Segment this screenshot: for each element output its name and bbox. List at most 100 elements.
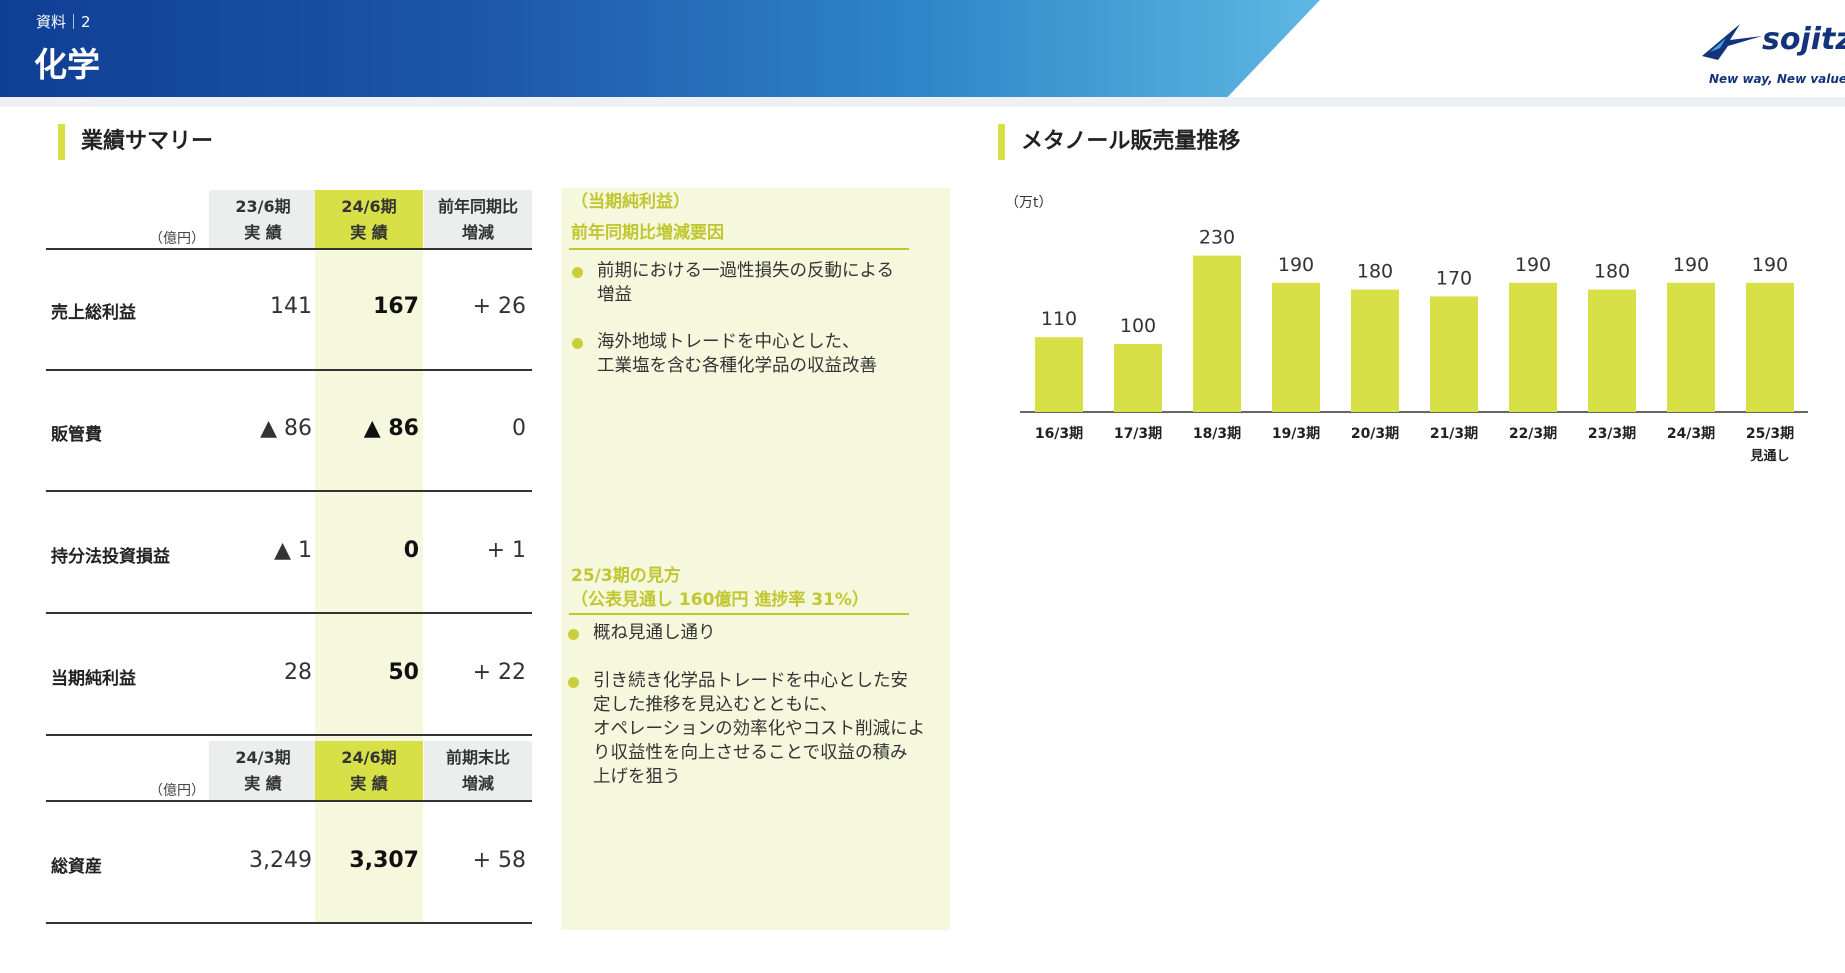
factors-bullet-2-1: 概ね見通し通り [593,623,716,643]
bullet-dot-icon [572,267,583,278]
bar-22/3期 [1509,282,1557,412]
bar-20/3期 [1351,289,1399,412]
gross-profit-prev: 141 [270,294,312,319]
total-assets-prev: 3,249 [249,848,312,873]
table1-header-prev: 23/6期 実 績 [209,190,317,250]
table2-header-curr: 24/6期 実 績 [315,741,423,801]
x-tick-label: 17/3期 [1114,426,1162,442]
factors-bullet-2-2: 引き続き化学品トレードを中心とした安 定した推移を見込むとともに、 オペレーショ… [593,671,926,787]
breadcrumb: 資料｜2 [36,13,91,31]
bar-value-label: 190 [1752,254,1788,276]
table1-header-prev-type: 実 績 [244,223,282,242]
x-tick-label: 24/3期 [1667,426,1715,442]
bar-value-label: 190 [1673,254,1709,276]
x-tick-label: 20/3期 [1351,426,1399,442]
bar-17/3期 [1114,344,1162,412]
x-tick-label: 16/3期 [1035,426,1083,442]
bar-23/3期 [1588,289,1636,412]
net-income-prev: 28 [284,660,312,685]
row-label-total-assets: 総資産 [51,857,102,877]
x-tick-label: 23/3期 [1588,426,1636,442]
net-income-diff: + 22 [472,660,526,685]
gross-profit-curr: 167 [373,294,419,319]
bar-value-label: 230 [1199,227,1235,249]
header-divider [0,97,1845,107]
table2-header-prev-type: 実 績 [244,774,282,793]
table1-header-prev-period: 23/6期 [235,197,291,216]
factors-title-2-line1: 25/3期の見方 [571,566,681,586]
factors-title-1-line1: （当期純利益） [571,192,690,212]
factors-panel [561,188,950,930]
summary-section-title: 業績サマリー [58,124,213,160]
x-tick-sublabel: 見通し [1749,448,1789,464]
gross-profit-diff: + 26 [472,294,526,319]
table1-header-curr-type: 実 績 [350,223,388,242]
company-logo: sojitz New way, New value [1700,18,1845,90]
factors-title-1-underline [569,248,909,250]
bar-value-label: 170 [1436,267,1472,289]
total-assets-curr: 3,307 [349,848,419,873]
bar-value-label: 100 [1120,315,1156,337]
sga-curr: ▲ 86 [363,416,419,441]
x-tick-label: 18/3期 [1193,426,1241,442]
bullet-dot-icon [568,677,579,688]
bar-25/3期 [1746,282,1794,412]
header-bar [0,0,1320,97]
bar-16/3期 [1035,337,1083,412]
bar-value-label: 180 [1357,261,1393,283]
sga-diff: 0 [512,416,526,441]
logo-wordmark: sojitz [1762,22,1845,57]
table1-unit-label: （億円） [149,231,205,247]
bar-24/3期 [1667,282,1715,412]
table-divider [46,734,532,736]
bar-value-label: 110 [1041,308,1077,330]
bar-value-label: 180 [1594,261,1630,283]
table2-unit-label: （億円） [149,783,205,799]
sga-prev: ▲ 86 [260,416,312,441]
swallow-logo-icon [1702,24,1762,60]
chart-section-title: メタノール販売量推移 [998,124,1240,160]
bar-value-label: 190 [1515,254,1551,276]
table1-header-diff-line2: 増減 [461,223,494,242]
table-divider [46,800,532,802]
row-label-sga: 販管費 [51,425,102,445]
bullet-dot-icon [572,338,583,349]
table1-header-curr: 24/6期 実 績 [315,190,423,250]
table-divider [46,922,532,924]
table2-header-curr-period: 24/6期 [341,748,397,767]
equity-method-curr: 0 [403,538,419,563]
factors-bullet-1-1: 前期における一過性損失の反動による 増益 [597,261,894,305]
table1-header-diff: 前年同期比 増減 [424,190,532,250]
factors-title-2-line2: （公表見通し 160億円 進捗率 31%） [571,590,869,610]
x-tick-label: 25/3期 [1746,426,1794,442]
row-label-equity-method: 持分法投資損益 [51,547,170,567]
bar-18/3期 [1193,255,1241,412]
factors-bullet-1-2: 海外地域トレードを中心とした、 工業塩を含む各種化学品の収益改善 [597,332,877,376]
methanol-sales-bar-chart: （万t） 110 16/3期 100 17/3期 230 18/3期 190 19/3期 180… [1005,195,1808,464]
factors-title-2-underline [569,613,909,615]
table-divider [46,248,532,250]
bar-19/3期 [1272,282,1320,412]
factors-title-1-line2: 前年同期比増減要因 [571,223,724,243]
table1-header-curr-period: 24/6期 [341,197,397,216]
table2-header-diff-line2: 増減 [461,774,494,793]
x-tick-label: 19/3期 [1272,426,1320,442]
x-tick-label: 22/3期 [1509,426,1557,442]
bullet-dot-icon [568,629,579,640]
page-title: 化学 [34,45,100,84]
table-divider [46,490,532,492]
total-assets-diff: + 58 [472,848,526,873]
table2-header-curr-type: 実 績 [350,774,388,793]
logo-tagline: New way, New value [1709,72,1845,86]
table2-header-prev-period: 24/3期 [235,748,291,767]
net-income-curr: 50 [388,660,419,685]
table2-header-prev: 24/3期 実 績 [209,741,317,801]
table-divider [46,612,532,614]
table-divider [46,369,532,371]
row-label-net-income: 当期純利益 [51,669,136,689]
bar-value-label: 190 [1278,254,1314,276]
equity-method-prev: ▲ 1 [274,538,312,563]
x-tick-label: 21/3期 [1430,426,1478,442]
table2-header-diff: 前期末比 増減 [424,741,532,801]
equity-method-diff: + 1 [486,538,526,563]
